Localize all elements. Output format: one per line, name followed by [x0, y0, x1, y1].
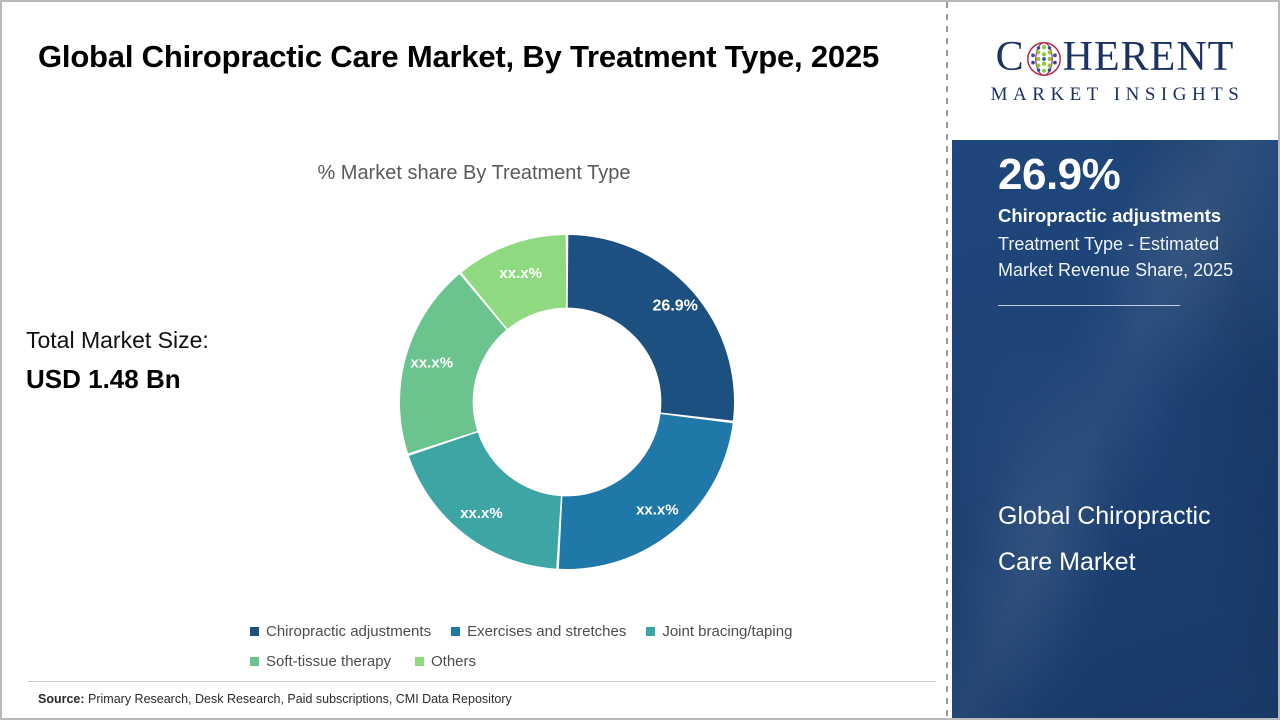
stat-description: Treatment Type - Estimated Market Revenu…	[998, 234, 1234, 281]
donut-slice-label: xx.x%	[460, 505, 503, 522]
donut-slice-label: xx.x%	[499, 265, 542, 282]
right-sidebar: C	[952, 2, 1278, 718]
legend-label: Exercises and stretches	[467, 622, 627, 640]
legend-color-swatch	[250, 656, 259, 666]
logo-wordmark-post: HERENT	[1062, 34, 1235, 80]
main-content-panel: Global Chiropractic Care Market, By Trea…	[2, 2, 946, 718]
legend-item[interactable]: Joint bracing/taping	[646, 618, 792, 644]
legend-item[interactable]: Exercises and stretches	[451, 618, 626, 644]
legend-color-swatch	[451, 626, 461, 636]
donut-slice	[399, 274, 507, 454]
donut-slice-label: xx.x%	[411, 355, 454, 372]
sidebar-divider	[998, 305, 1180, 307]
total-market-size-block: Total Market Size: USD 1.48 Bn	[26, 324, 326, 398]
donut-slice	[567, 235, 734, 421]
chart-legend: Chiropractic adjustments Exercises and st…	[250, 618, 910, 674]
donut-slice-label: xx.x%	[636, 501, 679, 518]
donut-slice	[461, 235, 567, 329]
stat-name: Chiropractic adjustments	[998, 205, 1222, 227]
legend-color-swatch	[415, 656, 424, 666]
legend-item[interactable]: Soft-tissue therapy	[250, 648, 415, 674]
total-market-size-value: USD 1.48 Bn	[26, 363, 181, 394]
donut-slice-group	[399, 235, 734, 569]
donut-chart: 26.9% xx.x% xx.x% xx.x% xx.x%	[385, 220, 749, 584]
stat-value: 26.9%	[998, 150, 1121, 199]
sidebar-market-name: Global Chiropractic Care Market	[998, 502, 1211, 576]
donut-chart-svg: 26.9% xx.x% xx.x% xx.x% xx.x%	[399, 235, 734, 569]
page-title: Global Chiropractic Care Market, By Trea…	[38, 39, 880, 74]
donut-slice	[558, 413, 733, 569]
legend-label: Others	[431, 652, 477, 670]
legend-color-swatch	[250, 626, 259, 636]
legend-label: Soft-tissue therapy	[266, 652, 392, 670]
donut-slice-label: 26.9%	[653, 297, 698, 314]
legend-label: Joint bracing/taping	[662, 622, 793, 640]
legend-item[interactable]: Chiropractic adjustments	[250, 618, 431, 644]
legend-color-swatch	[646, 626, 656, 636]
source-text: Primary Research, Desk Research, Paid su…	[84, 692, 512, 706]
legend-label: Chiropractic adjustments	[266, 622, 432, 640]
logo-wordmark: C	[996, 36, 1235, 78]
footer-divider	[28, 681, 936, 682]
chart-subtitle: % Market share By Treatment Type	[317, 162, 631, 184]
source-label: Source:	[38, 692, 85, 706]
logo-wordmark-pre: C	[995, 34, 1025, 80]
logo-subtext: MARKET INSIGHTS	[990, 84, 1245, 105]
donut-label-group: 26.9% xx.x% xx.x% xx.x% xx.x%	[411, 265, 698, 522]
globe-dots-icon	[1026, 41, 1062, 77]
sidebar-stat-block: 26.9% Chiropractic adjustments Treatment…	[998, 150, 1258, 307]
brand-logo: C	[952, 2, 1278, 140]
source-line: Source: Primary Research, Desk Research,…	[38, 692, 512, 706]
legend-item[interactable]: Others	[415, 648, 476, 674]
total-market-size-label: Total Market Size:	[26, 327, 209, 353]
vertical-dashed-divider	[946, 2, 948, 718]
donut-slice	[408, 432, 561, 569]
